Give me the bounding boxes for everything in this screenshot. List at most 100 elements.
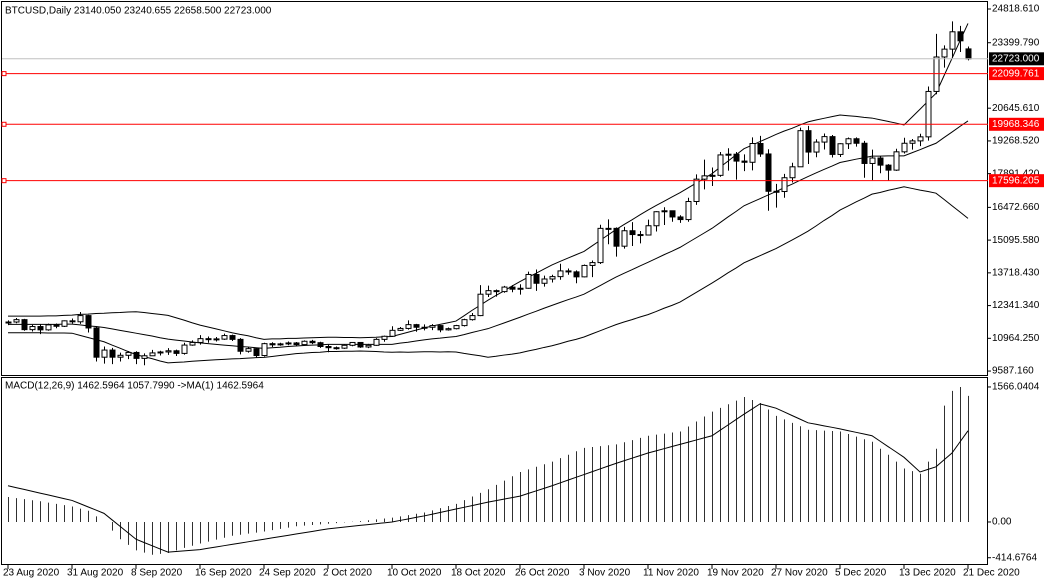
y-tick-label: 10964.250	[992, 333, 1040, 344]
candle-body	[29, 326, 36, 331]
candle-body	[205, 338, 212, 341]
candle-body	[349, 341, 356, 346]
candle-body	[149, 352, 156, 357]
y-tick-label: 13718.430	[992, 267, 1040, 278]
chart-title: MACD(12,26,9) 1462.5964 1057.7990 ->MA(1…	[5, 381, 264, 392]
candle-body	[909, 140, 916, 144]
candle-body	[469, 315, 476, 321]
candle-body	[893, 151, 900, 171]
candle-body	[525, 273, 532, 289]
candle-body	[605, 227, 612, 230]
x-tick-label: 2 Oct 2020	[323, 568, 372, 579]
y-tick-label: 24818.610	[992, 4, 1040, 15]
level-marker	[1, 178, 7, 184]
y-tick-label: 12341.340	[992, 300, 1040, 311]
candle-body	[565, 270, 572, 273]
bollinger-lower	[8, 186, 969, 364]
x-tick-label: 21 Dec 2020	[963, 568, 1020, 579]
candle-body	[245, 348, 252, 352]
candle-body	[765, 153, 772, 192]
candle-body	[261, 343, 268, 357]
candle-body	[693, 178, 700, 203]
candle-body	[501, 286, 508, 293]
bollinger-middle	[8, 120, 969, 349]
candle-body	[677, 216, 684, 221]
candle-body	[797, 130, 804, 168]
x-tick-label: 31 Aug 2020	[67, 568, 124, 579]
candle-body	[413, 324, 420, 328]
bollinger-upper	[8, 23, 969, 340]
x-tick-label: 27 Nov 2020	[771, 568, 828, 579]
x-tick-label: 19 Nov 2020	[707, 568, 764, 579]
candle-body	[69, 320, 76, 323]
candle-body	[861, 142, 868, 164]
candle-body	[117, 354, 124, 358]
candle-body	[853, 138, 860, 144]
candle-body	[141, 355, 148, 359]
candle-body	[421, 326, 428, 329]
candle-body	[613, 227, 620, 247]
candle-body	[941, 48, 948, 58]
candle-body	[165, 350, 172, 353]
y-tick-label: 23399.790	[992, 37, 1040, 48]
x-tick-label: 11 Nov 2020	[643, 568, 699, 579]
candle-body	[357, 341, 364, 348]
candle-body	[37, 326, 44, 331]
candle-body	[709, 174, 716, 177]
candle-body	[789, 166, 796, 179]
candle-body	[53, 324, 60, 327]
candle-body	[717, 154, 724, 176]
candle-body	[309, 340, 316, 344]
candle-body	[661, 210, 668, 213]
candle-body	[965, 48, 972, 60]
candle-body	[437, 325, 444, 331]
candle-body	[533, 273, 540, 284]
candle-body	[653, 211, 660, 227]
candle-body	[781, 177, 788, 193]
candle-body	[621, 230, 628, 247]
candle-body	[773, 190, 780, 193]
x-tick-label: 5 Dec 2020	[835, 568, 887, 579]
candle-body	[341, 344, 348, 349]
candle-body	[461, 319, 468, 327]
level-marker	[1, 71, 7, 77]
y-tick-label: 17891.420	[992, 168, 1040, 179]
candle-body	[325, 345, 332, 349]
candle-body	[13, 319, 20, 323]
candle-body	[317, 342, 324, 347]
candle-body	[381, 335, 388, 340]
candle-body	[157, 351, 164, 354]
candle-body	[509, 286, 516, 290]
candle-body	[197, 338, 204, 343]
y-tick-label: 20645.610	[992, 103, 1040, 114]
x-tick-label: 3 Nov 2020	[579, 568, 631, 579]
y-tick-label: 1566.0404	[992, 382, 1040, 393]
candle-body	[589, 262, 596, 266]
candle-body	[253, 348, 260, 357]
candle-body	[885, 164, 892, 171]
price-panel-frame	[1, 1, 988, 376]
candle-body	[597, 227, 604, 264]
candle-body	[5, 321, 12, 324]
candle-body	[429, 325, 436, 328]
candle-body	[485, 290, 492, 295]
candle-body	[101, 349, 108, 358]
candle-body	[837, 143, 844, 155]
y-tick-label: 15095.580	[992, 235, 1040, 246]
y-tick-label: 9587.160	[992, 366, 1034, 377]
candle-body	[493, 290, 500, 293]
candle-body	[845, 138, 852, 145]
candle-body	[749, 143, 756, 163]
candle-body	[549, 276, 556, 280]
candle-body	[757, 143, 764, 155]
last-price-box	[989, 52, 1044, 66]
candle-body	[541, 278, 548, 284]
x-tick-label: 26 Oct 2020	[515, 568, 570, 579]
level-label: 19968.346	[992, 119, 1040, 130]
candle-body	[829, 136, 836, 155]
y-tick-label: 0.00	[992, 517, 1012, 528]
candle-body	[477, 293, 484, 317]
candle-body	[685, 201, 692, 221]
macd-panel-frame	[1, 377, 988, 565]
